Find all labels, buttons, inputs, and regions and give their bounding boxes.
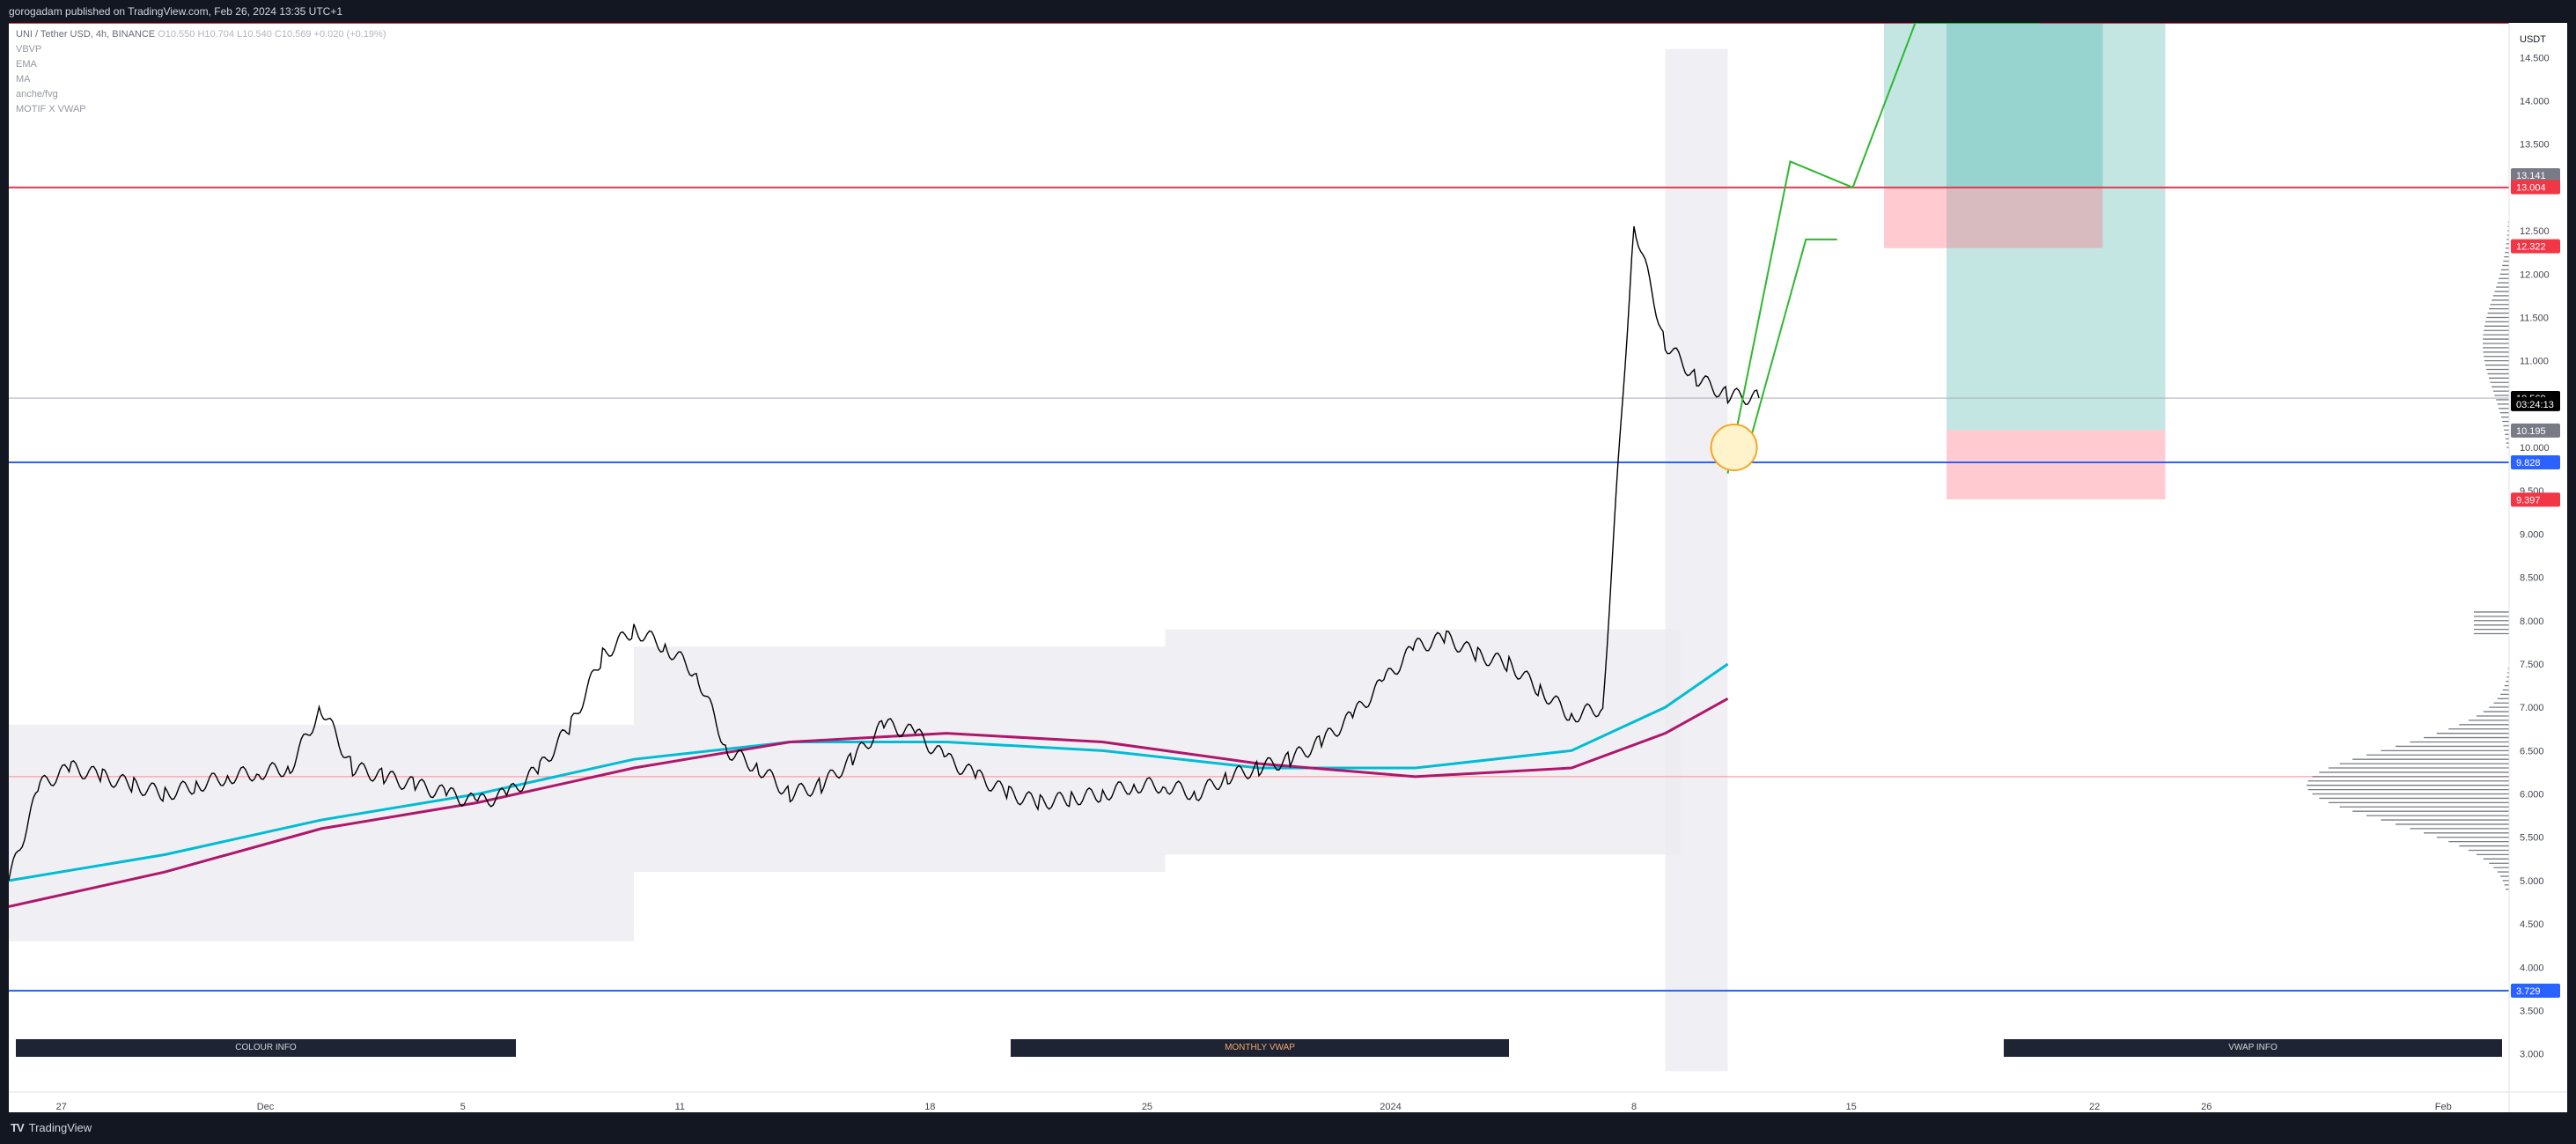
- highlight-circle: [1710, 424, 1758, 472]
- price-tick-label: 8.000: [2520, 616, 2544, 627]
- price-tick-label: 10.000: [2520, 443, 2550, 454]
- price-badge-label: 13.004: [2516, 183, 2546, 194]
- time-tick-label: Dec: [257, 1102, 275, 1112]
- position-zone-stop-3: [1947, 430, 2166, 500]
- time-tick-label: 5: [460, 1102, 466, 1112]
- position-zone-target-0: [1884, 23, 2103, 188]
- price-tick-label: 11.500: [2520, 313, 2549, 323]
- price-badge: [2511, 396, 2560, 411]
- price-axis-bg: [2509, 23, 2567, 1112]
- time-tick-label: 25: [1142, 1102, 1152, 1112]
- price-tick-label: 12.500: [2520, 226, 2550, 237]
- time-tick-label: 8: [1631, 1102, 1637, 1112]
- vwap-band-2: [1165, 629, 1682, 855]
- price-tick-label: 9.000: [2520, 529, 2544, 540]
- tradingview-logo[interactable]: TV TradingView: [11, 1121, 92, 1134]
- price-tick-label: 3.000: [2520, 1050, 2544, 1060]
- tv-logo-icon: TV: [11, 1121, 25, 1134]
- legend-indicator-fvg[interactable]: anche/fvg: [16, 89, 58, 100]
- position-zone-target-1: [1947, 23, 2166, 431]
- price-badge: [2511, 423, 2560, 438]
- time-tick-label: 22: [2089, 1102, 2100, 1112]
- price-badge: [2511, 239, 2560, 254]
- legend-indicator-vwap[interactable]: MOTIF X VWAP: [16, 104, 86, 114]
- time-tick-label: 18: [924, 1102, 935, 1112]
- price-badge-label: 13.141: [2516, 171, 2546, 181]
- time-tick-label: 26: [2201, 1102, 2212, 1112]
- price-tick-label: 13.500: [2520, 140, 2550, 151]
- price-tick-label: 11.000: [2520, 357, 2549, 367]
- monthly-vwap-box: MONTHLY VWAP: [1011, 1039, 1509, 1057]
- time-tick-label: 11: [675, 1102, 685, 1112]
- footer-bar: TV TradingView: [0, 1112, 2576, 1144]
- vwap-info-box: VWAP INFO: [2004, 1039, 2502, 1057]
- price-tick-label: 14.500: [2520, 53, 2550, 63]
- price-badge-label: 9.397: [2516, 495, 2541, 506]
- legend-symbol: UNI / Tether USD, 4h, BINANCE: [16, 29, 156, 40]
- price-badge-label: 10.195: [2516, 426, 2546, 437]
- price-tick-label: 6.500: [2520, 746, 2544, 757]
- vwap-info-label: VWAP INFO: [2228, 1043, 2278, 1052]
- price-badge: [2511, 180, 2560, 195]
- publish-info: gorogadam published on TradingView.com, …: [9, 5, 343, 18]
- price-badge: [2511, 168, 2560, 183]
- colour-info-label: COLOUR INFO: [235, 1043, 297, 1052]
- colour-info-box: COLOUR INFO: [16, 1039, 516, 1057]
- price-tick-label: 4.000: [2520, 963, 2544, 973]
- price-tick-label: 8.500: [2520, 573, 2544, 584]
- vwap-band-0: [9, 724, 634, 941]
- chart-legend: UNI / Tether USD, 4h, BINANCE O10.550 H1…: [16, 27, 386, 117]
- price-badge: [2511, 983, 2560, 998]
- projection-path-2: [1742, 238, 1837, 465]
- price-badge-label: 12.322: [2516, 242, 2546, 253]
- price-badge-label: 9.828: [2516, 458, 2541, 469]
- projection-path-1: [1726, 23, 2041, 474]
- legend-ohlc: O10.550 H10.704 L10.540 C10.569 +0.020 (…: [158, 29, 386, 40]
- vwap-band-3: [1665, 48, 1728, 1072]
- price-tick-label: 14.000: [2520, 97, 2550, 107]
- legend-indicator-ma[interactable]: MA: [16, 74, 31, 85]
- price-chart[interactable]: USDT14.50014.00013.50013.00012.50012.000…: [9, 23, 2567, 1112]
- position-zone-stop-2: [1884, 187, 2103, 248]
- price-tick-label: 5.500: [2520, 833, 2544, 844]
- price-tick-label: 7.000: [2520, 703, 2544, 713]
- time-tick-label: 15: [1846, 1102, 1857, 1112]
- price-tick-label: 3.500: [2520, 1006, 2544, 1016]
- price-candles: [9, 225, 1760, 882]
- legend-symbol-row[interactable]: UNI / Tether USD, 4h, BINANCE O10.550 H1…: [16, 27, 386, 42]
- publish-header: gorogadam published on TradingView.com, …: [0, 0, 2576, 23]
- price-tick-label: 6.000: [2520, 790, 2544, 801]
- price-tick-label: 5.000: [2520, 876, 2544, 887]
- price-badge-label: 03:24:13: [2516, 400, 2554, 410]
- price-badge: [2511, 454, 2560, 469]
- legend-indicator-ema[interactable]: EMA: [16, 59, 37, 70]
- time-tick-label: 2024: [1380, 1102, 1401, 1112]
- legend-indicator-vbvp[interactable]: VBVP: [16, 44, 42, 55]
- vwap-band-1: [634, 646, 1166, 873]
- series-line-ma: [9, 697, 1729, 908]
- monthly-vwap-label: MONTHLY VWAP: [1225, 1043, 1295, 1052]
- chart-frame[interactable]: USDT14.50014.00013.50013.00012.50012.000…: [9, 23, 2567, 1112]
- series-line-ema: [9, 662, 1729, 882]
- price-axis-currency: USDT: [2520, 34, 2546, 45]
- price-badge-label: 3.729: [2516, 986, 2541, 997]
- time-tick-label: 27: [56, 1102, 67, 1112]
- price-badge: [2511, 492, 2560, 507]
- price-tick-label: 4.500: [2520, 919, 2544, 930]
- price-tick-label: 12.000: [2520, 269, 2550, 280]
- time-tick-label: Feb: [2435, 1102, 2452, 1112]
- price-tick-label: 7.500: [2520, 660, 2544, 670]
